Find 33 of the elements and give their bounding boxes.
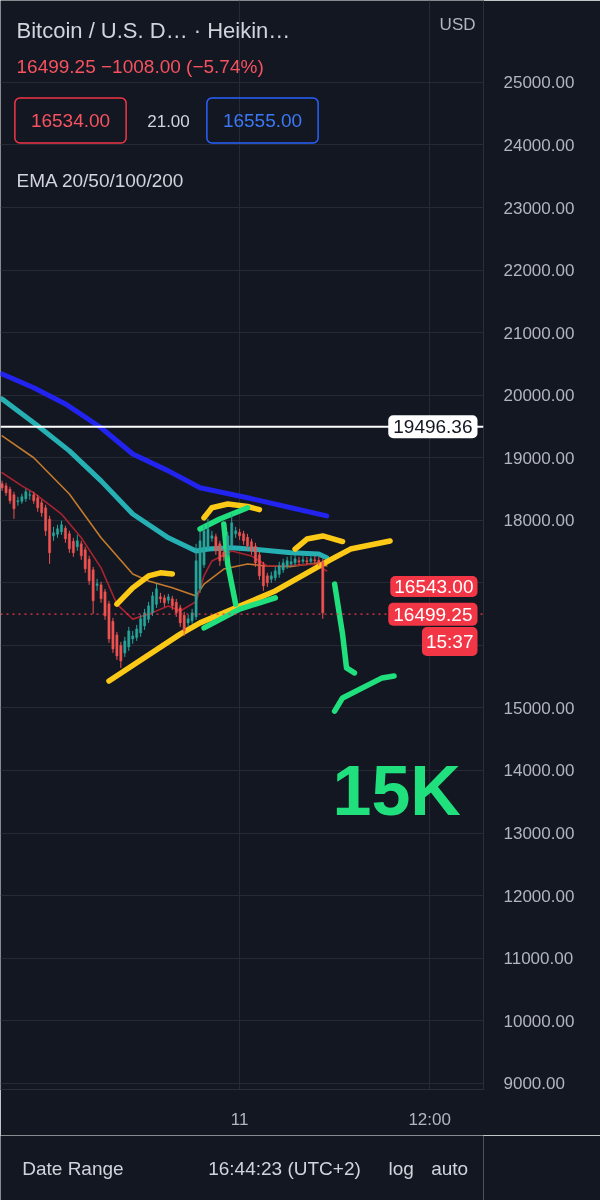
y-tick-label: 22000.00 xyxy=(503,261,575,281)
annotation: 15K xyxy=(332,751,461,830)
text: auto xyxy=(431,1158,469,1179)
y-tick-label: 9000.00 xyxy=(503,1074,565,1094)
annotation: 16555.00 xyxy=(222,110,303,131)
y-tick-label: 19000.00 xyxy=(503,448,575,468)
y-tick-label: 14000.00 xyxy=(503,761,575,781)
ref-line-label: 19496.36 xyxy=(393,416,473,438)
y-tick-label: 13000.00 xyxy=(503,824,575,844)
text: log xyxy=(388,1158,414,1179)
y-tick-label: 10000.00 xyxy=(503,1011,575,1031)
annotation: 21.00 xyxy=(147,111,190,131)
x-tick-label: 12:00 xyxy=(408,1109,451,1129)
annotation: EMA 20/50/100/200 xyxy=(16,170,184,191)
y-tick-label: 21000.00 xyxy=(503,323,575,343)
text: Bitcoin / U.S. D… · Heikin… xyxy=(16,18,291,43)
text: 16499.25 −1008.00 (−5.74%) xyxy=(16,56,264,77)
y-tick-label: 23000.00 xyxy=(503,198,575,218)
y-tick-label: 24000.00 xyxy=(503,135,575,155)
ref-line-label: 16499.25 xyxy=(393,603,473,625)
y-tick-label: 25000.00 xyxy=(503,73,575,93)
annotation: 15:37 xyxy=(425,631,474,652)
y-tick-label: 15000.00 xyxy=(503,698,575,718)
y-tick-label: 11000.00 xyxy=(503,949,574,969)
y-tick-label: 18000.00 xyxy=(503,511,575,531)
annotation: 16543.00 xyxy=(394,576,474,597)
annotation: USD xyxy=(439,15,476,34)
y-tick-label: 12000.00 xyxy=(503,886,575,906)
y-tick-label: 20000.00 xyxy=(503,386,575,406)
annotation: 16534.00 xyxy=(30,110,111,131)
x-tick-label: 11 xyxy=(230,1109,249,1129)
text: Date Range xyxy=(22,1158,124,1179)
text: 16:44:23 (UTC+2) xyxy=(208,1158,361,1179)
